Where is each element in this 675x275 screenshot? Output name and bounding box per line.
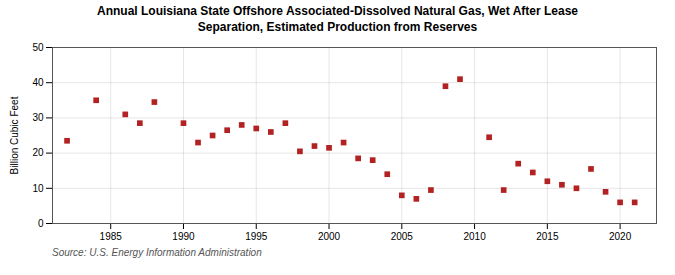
svg-text:20: 20 — [32, 147, 44, 158]
html-text:Annual Louisiana State Offshor: Annual Louisiana State Offshore Associat… — [97, 4, 578, 34]
svg-text:2010: 2010 — [463, 231, 486, 242]
svg-text:1990: 1990 — [172, 231, 195, 242]
svg-text:30: 30 — [32, 112, 44, 123]
svg-text:1985: 1985 — [100, 231, 123, 242]
svg-text:2000: 2000 — [318, 231, 341, 242]
svg-text:2020: 2020 — [609, 231, 632, 242]
html-text:Source: U.S. Energy Informatio: Source: U.S. Energy Information Administ… — [52, 247, 262, 259]
svg-text:50: 50 — [32, 42, 44, 53]
svg-text:10: 10 — [32, 183, 44, 194]
svg-text:0: 0 — [38, 218, 44, 229]
svg-text:1995: 1995 — [245, 231, 268, 242]
svg-text:40: 40 — [32, 77, 44, 88]
svg-text:2005: 2005 — [391, 231, 414, 242]
svg-text:2015: 2015 — [536, 231, 559, 242]
svg-text:Billion Cubic Feet: Billion Cubic Feet — [9, 97, 20, 175]
